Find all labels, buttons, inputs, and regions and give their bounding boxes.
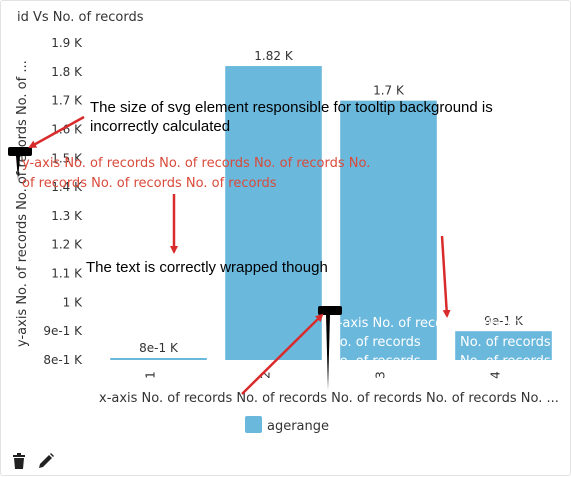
bar-value-label: 8e-1 K: [139, 341, 179, 355]
trash-icon[interactable]: [10, 452, 28, 470]
y-tick-label: 1.5 K: [51, 151, 83, 165]
y-tick-label: 1.6 K: [51, 122, 83, 136]
y-tick-label: 1.8 K: [51, 65, 83, 79]
y-tick-label: 9e-1 K: [43, 324, 83, 338]
annotation-svg-note-line-2: incorrectly calculated: [90, 118, 230, 135]
y-tick-label: 8e-1 K: [43, 353, 83, 367]
y-tick-label: 1.2 K: [51, 238, 83, 252]
x-tick-label: 4: [489, 371, 503, 379]
data-labels: 8e-1 K 1.82 K 1.7 K 9e-1 K: [139, 49, 524, 355]
y-tick-label: 1 K: [63, 295, 83, 309]
bar-value-label: 1.82 K: [254, 49, 294, 63]
annotation-arrow-to-y-tooltip: [28, 115, 85, 149]
x-tick-label: 2: [259, 371, 273, 379]
x-tooltip-overflow-1: x-axis No. of records: [460, 316, 571, 331]
y-tooltip-line-2: of records No. of records No. of records: [22, 176, 277, 191]
bar-value-label: 9e-1 K: [484, 314, 524, 328]
x-tooltip-overflow-2: No. of records: [460, 335, 551, 350]
y-tick-label: 1.3 K: [51, 209, 83, 223]
y-tick-label: 1.1 K: [51, 267, 83, 281]
annotation-wrap-note: The text is correctly wrapped though: [86, 259, 328, 276]
bar-3[interactable]: [340, 100, 437, 361]
bar-2[interactable]: [225, 66, 322, 361]
bars: [110, 66, 552, 361]
x-axis-ticks: 1 2 3 4: [144, 371, 503, 379]
y-tick-label: 1.4 K: [51, 180, 83, 194]
x-tooltip-line-1: x-axis No. of records: [330, 316, 463, 331]
y-tick-label: 1.9 K: [51, 36, 83, 50]
y-axis-label: y-axis No. of records No. of records No.…: [15, 60, 30, 347]
widget-footer: [10, 452, 55, 470]
x-tooltip-line-2: No. of records: [330, 335, 421, 350]
x-tick-label: 1: [144, 371, 158, 379]
y-tick-label: 1.7 K: [51, 94, 83, 108]
x-axis-label: x-axis No. of records No. of records No.…: [99, 391, 559, 406]
bar-value-label: 1.7 K: [373, 84, 405, 98]
annotation-svg-note-line-1: The size of svg element responsible for …: [90, 99, 493, 116]
legend-swatch[interactable]: [245, 416, 262, 433]
bar-1[interactable]: [110, 358, 207, 360]
x-tooltip-line-3: No. of records: [330, 354, 421, 369]
y-axis-ticks: 8e-1 K 9e-1 K 1 K 1.1 K 1.2 K 1.3 K 1.4 K 1.5 K…: [43, 36, 83, 367]
annotation-arrow-to-x-tooltip: [241, 313, 324, 395]
pencil-icon[interactable]: [37, 452, 55, 470]
x-tick-label: 3: [374, 371, 388, 379]
annotation-arrow-to-overflow: [440, 235, 451, 318]
x-tooltip-overflow-3: No. of records: [460, 354, 551, 369]
legend-label[interactable]: agerange: [267, 419, 329, 434]
y-tooltip-background: [8, 147, 32, 180]
chart-title: id Vs No. of records: [17, 10, 144, 25]
x-tooltip-background: [318, 306, 342, 390]
y-tooltip-line-1: y-axis No. of records No. of records No.…: [22, 156, 370, 171]
bar-4[interactable]: [455, 331, 552, 360]
